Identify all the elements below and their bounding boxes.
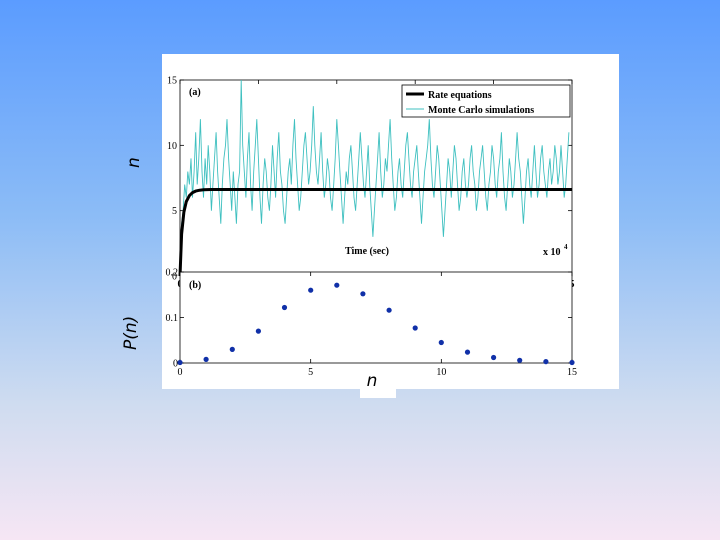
b-xtick-label: 15 (567, 367, 577, 378)
pn-point (360, 291, 366, 297)
b-xtick-label: 0 (178, 367, 183, 378)
panel-a-xlabel: Time (sec) (345, 246, 389, 257)
pn-point (438, 339, 444, 346)
panel-b-xlabel: n (366, 371, 378, 391)
rate-equations-series (178, 188, 572, 277)
pn-point (177, 359, 183, 366)
panel-a-label: (a) (189, 87, 201, 98)
legend: Rate equations Monte Carlo simulations (401, 84, 571, 118)
pn-point (203, 356, 209, 362)
b-ytick-label: 0.1 (166, 313, 179, 324)
panel-a-ylabel: n (124, 157, 144, 168)
pn-point (491, 354, 497, 361)
pn-point (229, 346, 235, 352)
pn-point (281, 304, 288, 311)
panel-b-plot: 0 5 10 15 0 0.1 0.2 (b) (166, 268, 578, 379)
b-xtick-label: 5 (308, 367, 313, 378)
pn-point (517, 357, 523, 363)
a-ytick-label: 15 (167, 76, 177, 87)
pn-point (255, 328, 261, 334)
pn-point (386, 307, 392, 313)
figure-svg: 012345051015 (a) Time (sec) x 10 4 Rate … (166, 76, 578, 379)
pn-point (334, 282, 340, 288)
panel-a-plot: 012345051015 (a) Time (sec) x 10 4 Rate … (167, 76, 575, 291)
panel-b-xlabel-box: n (360, 370, 396, 398)
panel-b-frame (179, 271, 573, 364)
pn-point (412, 325, 418, 331)
b-ytick-label: 0.2 (166, 268, 179, 279)
x-multiplier: x 10 (543, 247, 561, 258)
a-ytick-label: 5 (172, 206, 177, 217)
figure-panel: 012345051015 (a) Time (sec) x 10 4 Rate … (162, 54, 619, 389)
a-ytick-label: 0 (172, 272, 177, 283)
pn-series (177, 282, 575, 366)
a-ytick-label: 10 (167, 141, 177, 152)
pn-point (569, 359, 575, 366)
legend-box (401, 84, 571, 118)
legend-label-mc: Monte Carlo simulations (428, 105, 534, 116)
b-xtick-label: 10 (436, 367, 446, 378)
rate-equations-line (178, 188, 572, 277)
b-ytick-label: 0 (173, 359, 178, 370)
panel-b-label: (b) (189, 280, 201, 291)
legend-label-rate: Rate equations (428, 90, 492, 101)
x-multiplier-exponent: 4 (564, 243, 568, 251)
pn-point (308, 287, 314, 293)
pn-point (543, 359, 549, 365)
pn-point (464, 349, 471, 355)
panel-b-ylabel: P(n) (121, 315, 141, 350)
